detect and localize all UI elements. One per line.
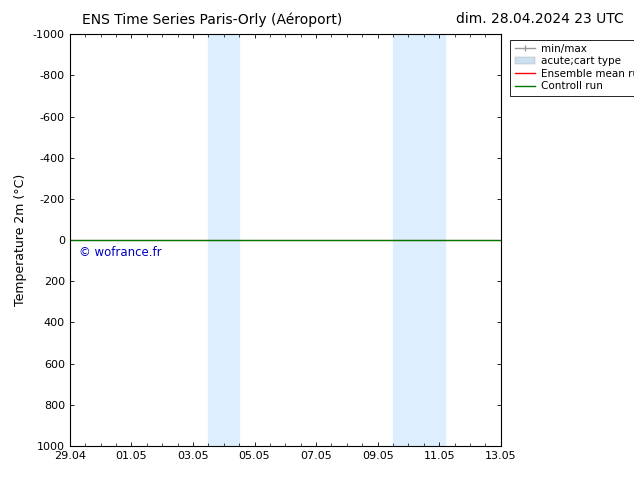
Legend: min/max, acute;cart type, Ensemble mean run, Controll run: min/max, acute;cart type, Ensemble mean … xyxy=(510,40,634,96)
Text: © wofrance.fr: © wofrance.fr xyxy=(79,246,162,259)
Y-axis label: Temperature 2m (°C): Temperature 2m (°C) xyxy=(15,174,27,306)
Bar xyxy=(393,34,446,446)
Text: dim. 28.04.2024 23 UTC: dim. 28.04.2024 23 UTC xyxy=(456,12,624,26)
Text: ENS Time Series Paris-Orly (Aéroport): ENS Time Series Paris-Orly (Aéroport) xyxy=(82,12,342,27)
Bar xyxy=(209,34,239,446)
